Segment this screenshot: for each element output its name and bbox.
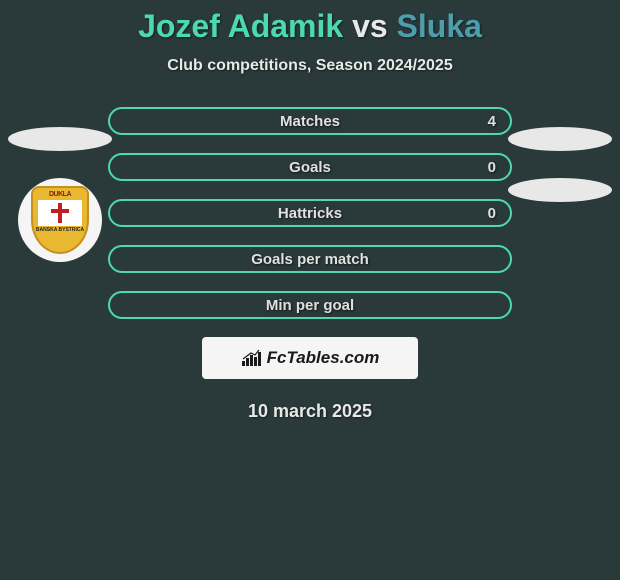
- stat-value: 0: [488, 159, 496, 176]
- stat-label: Matches: [280, 113, 340, 130]
- stat-label: Goals: [289, 159, 331, 176]
- stat-row-goals: Goals 0: [108, 153, 512, 181]
- player1-name: Jozef Adamik: [138, 8, 343, 44]
- subtitle: Club competitions, Season 2024/2025: [0, 57, 620, 75]
- stat-value: 4: [488, 113, 496, 130]
- stat-row-min-per-goal: Min per goal: [108, 291, 512, 319]
- player2-name: Sluka: [397, 8, 482, 44]
- stats-list: Matches 4 Goals 0 Hattricks 0 Goals per …: [0, 107, 620, 319]
- chart-icon: [241, 349, 263, 367]
- brand-text: FcTables.com: [267, 348, 380, 368]
- page-title: Jozef Adamik vs Sluka: [0, 8, 620, 45]
- date-text: 10 march 2025: [0, 401, 620, 422]
- stat-value: 0: [488, 205, 496, 222]
- stat-row-matches: Matches 4: [108, 107, 512, 135]
- stat-row-hattricks: Hattricks 0: [108, 199, 512, 227]
- stat-label: Hattricks: [278, 205, 342, 222]
- comparison-card: Jozef Adamik vs Sluka Club competitions,…: [0, 0, 620, 422]
- vs-separator: vs: [343, 8, 396, 44]
- stat-label: Min per goal: [266, 297, 354, 314]
- stat-label: Goals per match: [251, 251, 369, 268]
- stat-row-goals-per-match: Goals per match: [108, 245, 512, 273]
- brand-attribution[interactable]: FcTables.com: [202, 337, 418, 379]
